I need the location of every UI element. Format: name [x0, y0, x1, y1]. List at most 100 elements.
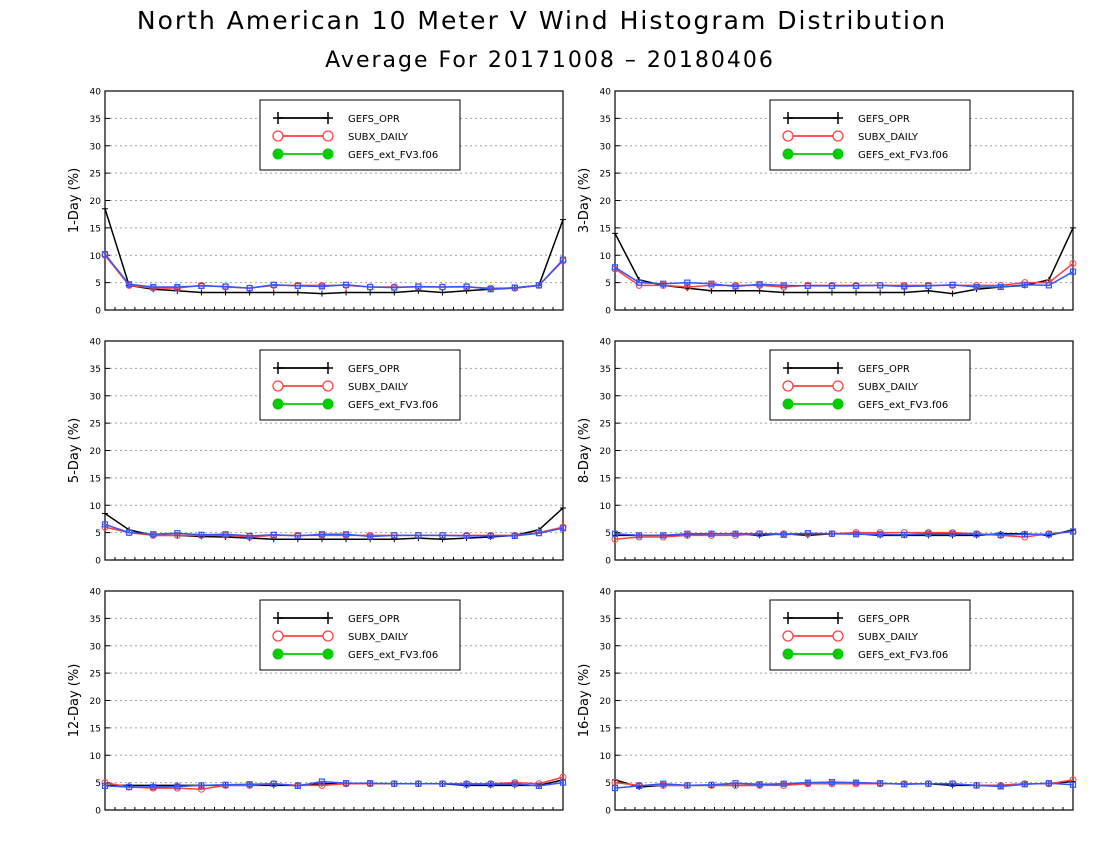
- data-point: [102, 205, 108, 212]
- legend-marker: [272, 148, 284, 160]
- y-tick-label: 5: [95, 279, 101, 289]
- legend-marker: [832, 130, 844, 142]
- data-point: [1069, 781, 1077, 788]
- chart-subtitle: Average For 20171008 – 20180406: [325, 48, 775, 73]
- data-point: [780, 780, 787, 787]
- data-point: [997, 783, 1004, 790]
- data-point: [611, 264, 619, 271]
- y-tick-label: 10: [600, 252, 612, 262]
- y-tick-label: 35: [600, 615, 611, 625]
- legend-marker: [832, 398, 844, 410]
- legend-marker: [832, 148, 844, 160]
- data-point: [439, 532, 446, 539]
- data-point: [949, 281, 956, 288]
- y-tick-label: 40: [600, 88, 612, 98]
- data-point: [101, 779, 109, 787]
- panel-2: 0 5 10 15 20 25 30 35 40 3-Day (%) GEFS_OPR SUBX_DA…: [577, 88, 1077, 317]
- data-point: [660, 780, 667, 787]
- legend-marker: [783, 612, 793, 624]
- data-point: [126, 529, 133, 536]
- legend: GEFS_OPR SUBX_DAILY GEFS_ext_FV3.f06: [259, 99, 461, 171]
- y-tick-label: 0: [95, 307, 101, 317]
- series-line: [614, 266, 1074, 288]
- data-point: [391, 780, 398, 787]
- data-point: [732, 530, 739, 537]
- data-point: [270, 780, 277, 787]
- legend: GEFS_OPR SUBX_DAILY GEFS_ext_FV3.f06: [769, 349, 971, 421]
- data-point: [294, 536, 301, 543]
- y-axis-label: 5-Day (%): [67, 418, 82, 483]
- data-point: [828, 289, 835, 296]
- data-point: [612, 230, 618, 237]
- y-tick-label: 5: [95, 779, 101, 789]
- data-point: [150, 783, 157, 791]
- legend-marker: [782, 648, 794, 660]
- data-point: [222, 781, 229, 788]
- y-tick-label: 10: [90, 252, 102, 262]
- data-point: [367, 283, 374, 291]
- data-point: [318, 290, 325, 297]
- legend: GEFS_OPR SUBX_DAILY GEFS_ext_FV3.f06: [769, 99, 971, 171]
- legend-marker: [323, 112, 333, 124]
- y-tick-label: 30: [90, 142, 102, 152]
- y-tick-label: 5: [95, 529, 101, 539]
- data-point: [708, 280, 715, 287]
- data-point: [174, 783, 181, 790]
- legend-label: GEFS_ext_FV3.f06: [348, 650, 438, 661]
- data-point: [1069, 268, 1077, 275]
- legend-label: GEFS_ext_FV3.f06: [348, 150, 438, 161]
- series-line: [104, 253, 564, 290]
- data-point: [222, 283, 229, 290]
- data-point: [560, 216, 566, 223]
- data-point: [559, 779, 567, 786]
- legend-label: GEFS_OPR: [858, 114, 910, 125]
- data-point: [901, 283, 908, 290]
- data-point: [901, 531, 908, 538]
- legend-marker: [833, 612, 843, 624]
- panel-4: 0 5 10 15 20 25 30 35 40 8-Day (%) GEFS_OPR SUBX_DA…: [577, 338, 1077, 567]
- y-tick-label: 20: [600, 197, 612, 207]
- data-point: [559, 525, 567, 532]
- data-point: [487, 286, 494, 293]
- data-point: [150, 531, 157, 538]
- series-line: [105, 779, 564, 787]
- data-point: [367, 780, 374, 787]
- data-point: [1021, 281, 1028, 288]
- data-point: [126, 783, 133, 791]
- legend-marker: [783, 112, 793, 124]
- legend-label: GEFS_OPR: [858, 614, 910, 625]
- data-point: [222, 531, 229, 538]
- legend-label: SUBX_DAILY: [858, 132, 919, 143]
- legend-marker: [782, 130, 794, 142]
- data-point: [487, 532, 494, 540]
- legend-marker: [322, 130, 334, 142]
- y-tick-label: 15: [90, 724, 101, 734]
- data-point: [901, 781, 908, 788]
- data-point: [611, 784, 619, 792]
- data-point: [198, 531, 205, 538]
- data-point: [318, 781, 326, 789]
- legend-marker: [322, 148, 334, 160]
- data-point: [126, 281, 133, 288]
- data-point: [804, 530, 811, 537]
- y-axis-label: 12-Day (%): [67, 664, 82, 738]
- y-tick-label: 30: [90, 642, 102, 652]
- legend-marker: [273, 112, 283, 124]
- data-point: [853, 289, 860, 296]
- data-point: [294, 282, 301, 290]
- legend-box: [769, 349, 971, 421]
- legend-marker: [833, 362, 843, 374]
- data-point: [877, 282, 884, 289]
- data-point: [732, 283, 739, 290]
- y-tick-label: 15: [90, 224, 101, 234]
- data-point: [294, 289, 301, 296]
- y-tick-label: 30: [90, 392, 102, 402]
- y-axis-label: 8-Day (%): [577, 418, 592, 483]
- data-point: [535, 782, 542, 790]
- data-point: [804, 282, 811, 290]
- legend-marker: [272, 630, 284, 642]
- data-point: [852, 779, 860, 786]
- series-line: [104, 780, 564, 788]
- data-point: [101, 251, 109, 258]
